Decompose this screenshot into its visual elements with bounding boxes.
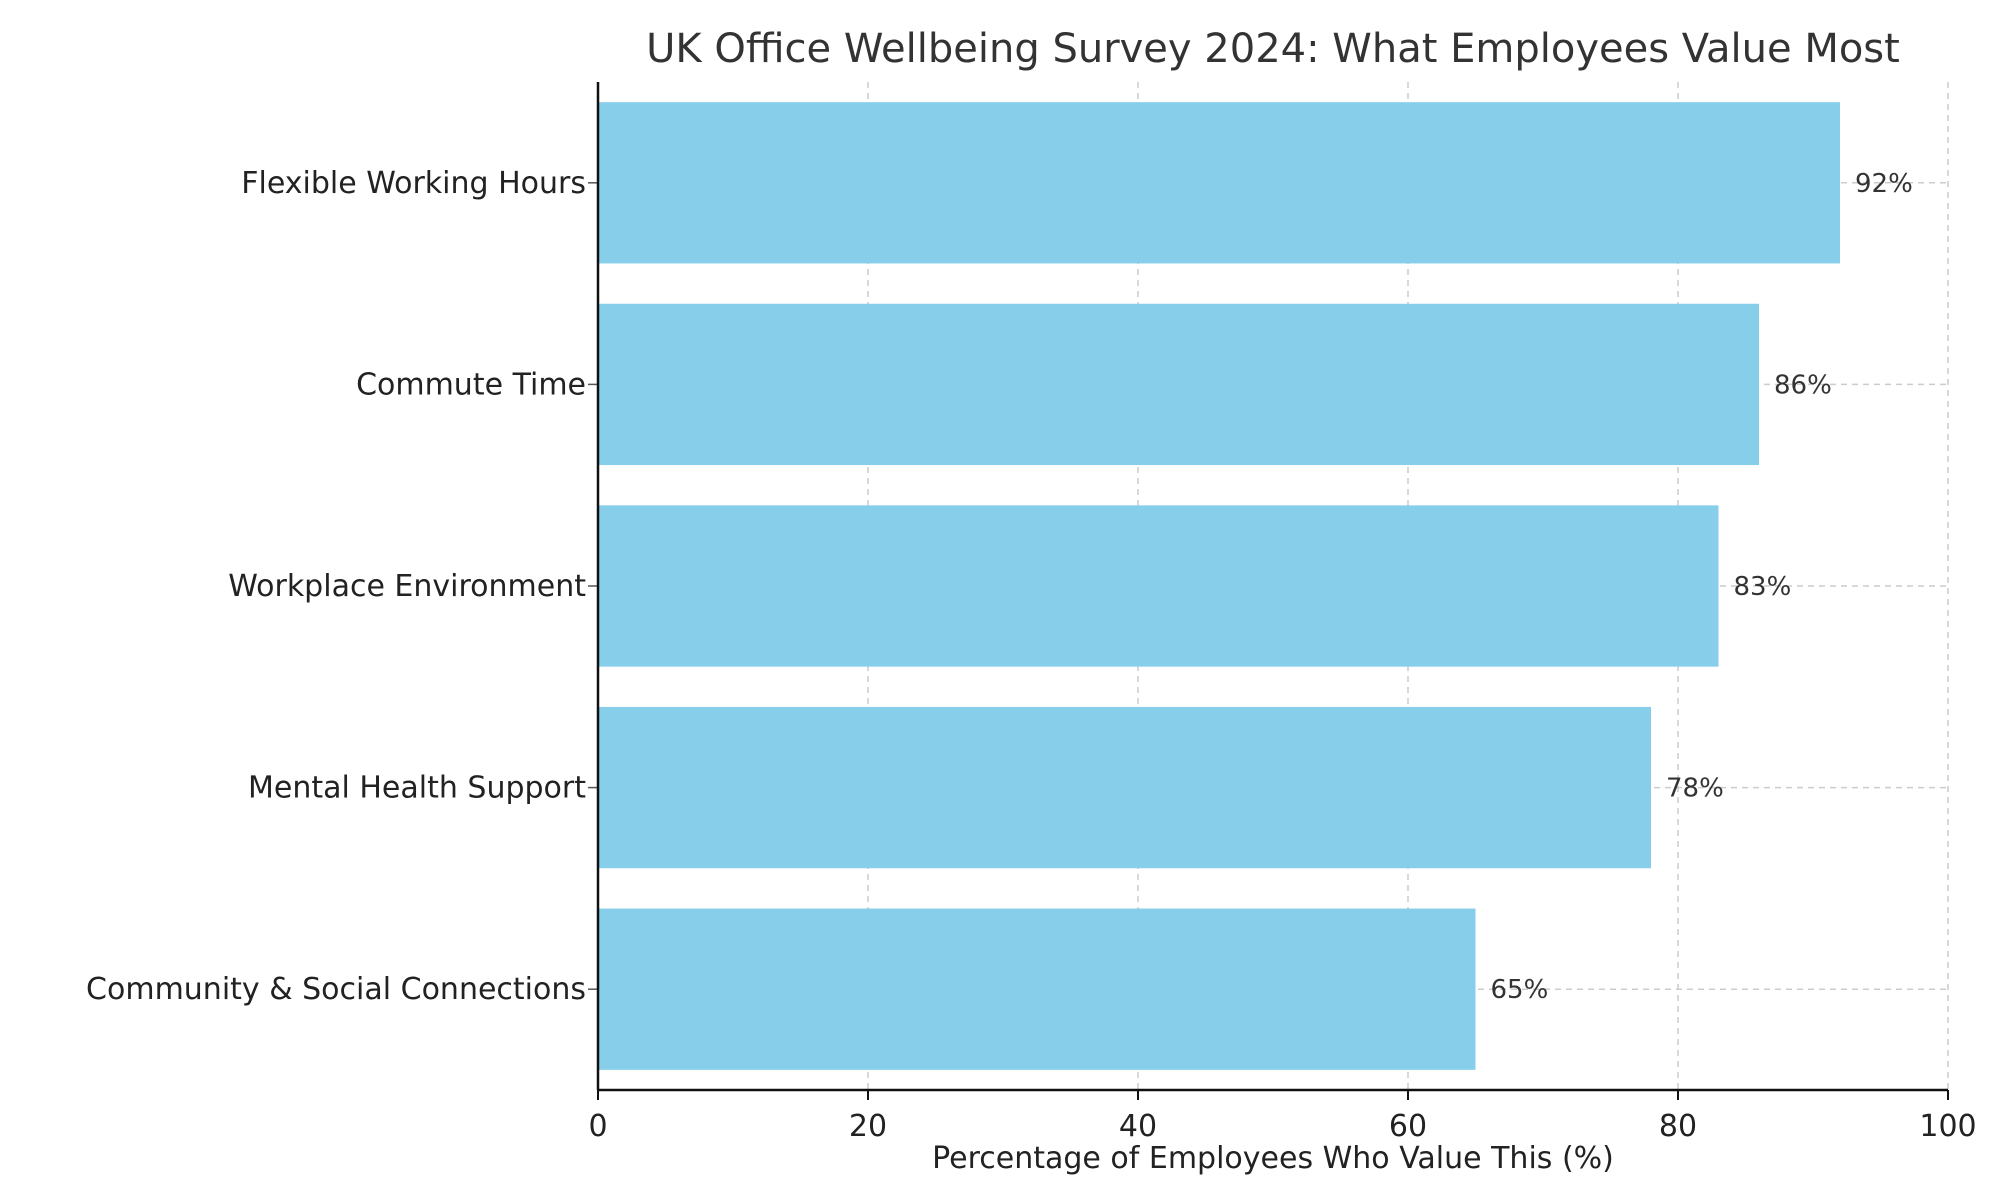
value-label: 65% — [1491, 975, 1549, 1005]
category-label: Commute Time — [356, 367, 586, 402]
x-tick-label: 100 — [1919, 1109, 1976, 1144]
value-label: 78% — [1666, 774, 1724, 804]
x-ticks: 0 20 40 60 80 100 — [588, 1090, 1977, 1144]
x-tick-label: 0 — [588, 1109, 607, 1144]
bar — [598, 102, 1840, 264]
category-label: Workplace Environment — [228, 569, 586, 604]
value-label: 83% — [1734, 572, 1792, 602]
value-label: 86% — [1774, 370, 1832, 400]
category-label: Community & Social Connections — [86, 972, 586, 1007]
bar — [598, 303, 1759, 466]
axes — [588, 82, 1948, 1092]
x-tick-label: 40 — [1119, 1109, 1157, 1144]
bars — [598, 102, 1840, 1070]
bar — [598, 505, 1719, 667]
bar — [598, 908, 1476, 1070]
bar — [598, 706, 1651, 869]
value-label: 92% — [1855, 169, 1913, 199]
category-labels: Flexible Working Hours Commute Time Workpl… — [86, 166, 586, 1007]
x-tick-label: 60 — [1389, 1109, 1427, 1144]
x-tick-label: 20 — [849, 1109, 887, 1144]
value-labels: 92% 86% 83% 78% 65% — [1491, 169, 1913, 1005]
x-axis-label: Percentage of Employees Who Value This (… — [932, 1141, 1614, 1176]
category-label: Mental Health Support — [248, 771, 586, 806]
category-label: Flexible Working Hours — [241, 166, 586, 201]
chart-title: UK Office Wellbeing Survey 2024: What Em… — [646, 26, 1900, 72]
x-tick-label: 80 — [1659, 1109, 1697, 1144]
